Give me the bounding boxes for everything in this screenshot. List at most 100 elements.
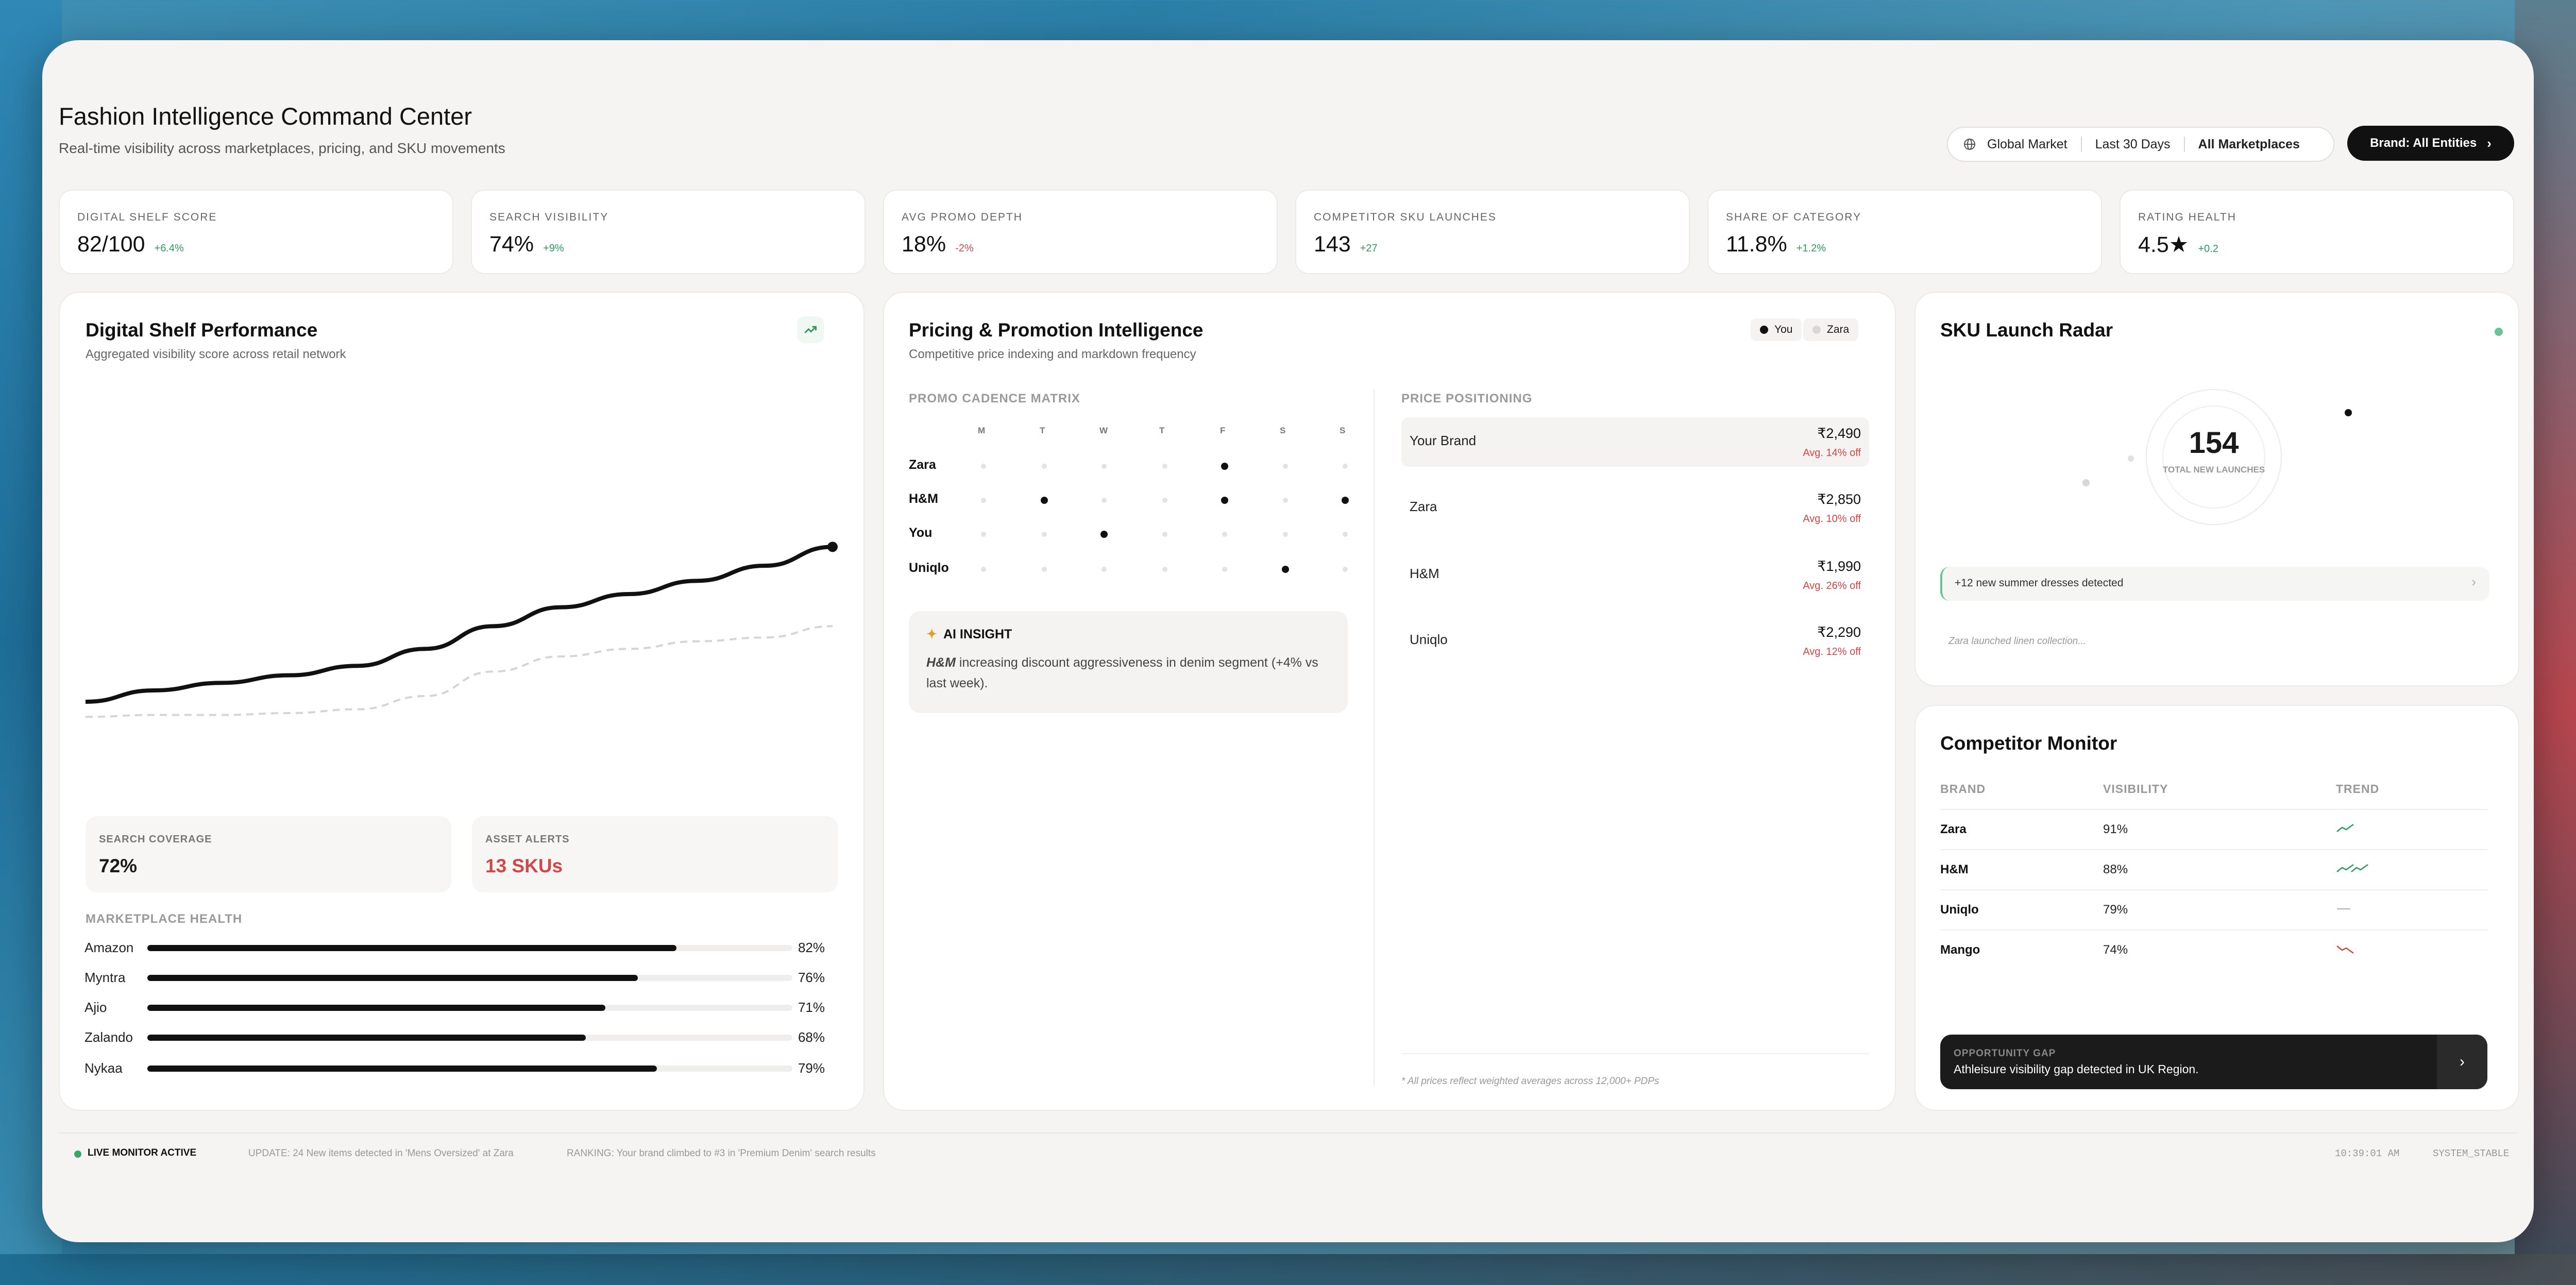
filter-marketplaces[interactable]: All Marketplaces: [2198, 137, 2300, 151]
filter-market[interactable]: Global Market: [1987, 137, 2067, 151]
card-subtitle: Competitive price indexing and markdown …: [909, 347, 1196, 361]
sparkle-icon: ✦: [926, 627, 937, 641]
kpi-card-rating-health[interactable]: RATING HEALTH 4.5★ +0.2: [2120, 190, 2514, 274]
page-subtitle: Real-time visibility across marketplaces…: [59, 140, 505, 156]
kpi-card-promo-depth[interactable]: AVG PROMO DEPTH 18% -2%: [883, 190, 1278, 274]
column-header: TREND: [2336, 782, 2380, 796]
sku-radar-card: SKU Launch Radar 154 TOTAL NEW LAUNCHES …: [1914, 292, 2519, 686]
health-bar-track: [147, 1066, 792, 1072]
kpi-value: 74%: [489, 232, 534, 257]
tile-value: 13 SKUs: [485, 855, 563, 876]
price-brand: Uniqlo: [1410, 632, 1448, 647]
asset-alerts-tile[interactable]: ASSET ALERTS 13 SKUs: [472, 816, 838, 892]
health-bar-track: [147, 975, 792, 981]
card-title: SKU Launch Radar: [1940, 319, 2113, 341]
radar-count-label: TOTAL NEW LAUNCHES: [2162, 465, 2265, 475]
promo-dot-inactive: [1283, 498, 1288, 503]
price-value: ₹2,290: [1817, 624, 1861, 640]
health-bar-fill: [147, 945, 676, 951]
competitor-monitor-card: Competitor Monitor BRAND VISIBILITY TREN…: [1914, 705, 2519, 1111]
marketplace-row-nykaa: Nykaa 79%: [84, 1057, 825, 1078]
filter-bar: Global Market Last 30 Days All Marketpla…: [1947, 127, 2334, 162]
globe-icon: [1964, 139, 1975, 150]
launch-alert[interactable]: +12 new summer dresses detected ›: [1940, 567, 2489, 601]
matrix-brand: Uniqlo: [909, 561, 949, 575]
marketplace-row-amazon: Amazon 82%: [84, 937, 825, 957]
trend-button[interactable]: [797, 316, 824, 343]
promo-dot-active: [1342, 497, 1349, 504]
marketplace-pct: 82%: [798, 940, 825, 955]
legend-swatch: [1812, 326, 1821, 334]
brand-selector-label: Brand: All Entities: [2370, 136, 2477, 150]
row-divider: [1940, 889, 2487, 890]
health-bar-track: [147, 1005, 792, 1011]
promo-dot-inactive: [1222, 567, 1227, 572]
kpi-label: SHARE OF CATEGORY: [1726, 211, 1862, 223]
tile-label: SEARCH COVERAGE: [99, 834, 212, 845]
kpi-label: SEARCH VISIBILITY: [489, 211, 609, 223]
chevron-right-icon: ›: [2487, 135, 2492, 151]
alert-text: +12 new summer dresses detected: [1955, 577, 2124, 589]
insight-brand: H&M: [926, 655, 956, 670]
competitor-brand: H&M: [1940, 863, 1969, 876]
filter-date-range[interactable]: Last 30 Days: [2095, 137, 2171, 151]
kpi-card-search-visibility[interactable]: SEARCH VISIBILITY 74% +9%: [471, 190, 866, 274]
competitor-visibility: 79%: [2103, 903, 2128, 917]
marketplace-pct: 79%: [798, 1060, 825, 1076]
promo-dot-inactive: [981, 567, 986, 572]
live-indicator: [2495, 328, 2503, 336]
legend-swatch: [1760, 326, 1768, 334]
marketplace-name: Amazon: [84, 940, 134, 955]
chevron-right-icon[interactable]: ›: [2437, 1035, 2487, 1089]
background-bottom: [0, 1254, 2576, 1285]
footnote-divider: [1401, 1053, 1869, 1054]
radar-ring-inner: [2162, 405, 2265, 509]
price-positioning-label: PRICE POSITIONING: [1401, 392, 1533, 405]
legend-zara[interactable]: Zara: [1803, 318, 1859, 341]
price-row-your-brand[interactable]: Your Brand ₹2,490 Avg. 14% off: [1401, 417, 1869, 467]
matrix-brand: H&M: [909, 492, 938, 506]
radar-blip: [2082, 479, 2090, 486]
opportunity-gap-banner[interactable]: OPPORTUNITY GAP Athleisure visibility ga…: [1940, 1035, 2487, 1089]
kpi-card-shelf-score[interactable]: DIGITAL SHELF SCORE 82/100 +6.4%: [59, 190, 453, 274]
marketplace-pct: 68%: [798, 1029, 825, 1045]
kpi-delta: +6.4%: [154, 243, 184, 254]
price-row-zara[interactable]: Zara ₹2,850 Avg. 10% off: [1401, 483, 1869, 533]
marketplace-row-ajio: Ajio 71%: [84, 996, 825, 1017]
health-bar-fill: [147, 1005, 605, 1011]
day-header: F: [1220, 426, 1226, 435]
day-header: T: [1040, 426, 1045, 435]
radar-ring-outer: [2146, 389, 2282, 525]
price-discount: Avg. 26% off: [1803, 580, 1861, 591]
promo-dot-inactive: [1343, 567, 1348, 572]
promo-dot-inactive: [1162, 464, 1167, 469]
price-row-uniqlo[interactable]: Uniqlo ₹2,290 Avg. 12% off: [1401, 616, 1869, 666]
insight-text: increasing discount aggressiveness in de…: [926, 655, 1318, 690]
kpi-delta: +9%: [543, 243, 564, 254]
kpi-delta: +0.2: [2198, 243, 2218, 255]
health-bar-track: [147, 1035, 792, 1041]
shelf-line-chart: [86, 542, 838, 718]
kpi-card-share-category[interactable]: SHARE OF CATEGORY 11.8% +1.2%: [1707, 190, 2102, 274]
price-row-hm[interactable]: H&M ₹1,990 Avg. 26% off: [1401, 550, 1869, 600]
card-title: Digital Shelf Performance: [86, 319, 318, 341]
promo-dot-active: [1221, 497, 1228, 504]
legend-you[interactable]: You: [1751, 318, 1802, 341]
marketplace-health-label: MARKETPLACE HEALTH: [86, 912, 243, 926]
day-header: W: [1099, 426, 1108, 435]
promo-dot-active: [1221, 463, 1228, 470]
filter-divider: [2080, 137, 2082, 152]
kpi-delta: +1.2%: [1796, 243, 1826, 254]
opportunity-label: OPPORTUNITY GAP: [1954, 1048, 2056, 1059]
marketplace-name: Myntra: [84, 970, 126, 985]
kpi-label: DIGITAL SHELF SCORE: [77, 211, 217, 223]
kpi-card-sku-launches[interactable]: COMPETITOR SKU LAUNCHES 143 +27: [1295, 190, 1690, 274]
health-bar-track: [147, 945, 792, 951]
brand-selector-button[interactable]: Brand: All Entities ›: [2347, 126, 2514, 161]
promo-dot-inactive: [1042, 464, 1047, 469]
tile-value: 72%: [99, 855, 138, 876]
price-discount: Avg. 10% off: [1803, 513, 1861, 525]
pricing-card: Pricing & Promotion Intelligence Competi…: [883, 292, 1896, 1111]
day-header: T: [1159, 426, 1165, 435]
marketplace-name: Ajio: [84, 1000, 107, 1015]
